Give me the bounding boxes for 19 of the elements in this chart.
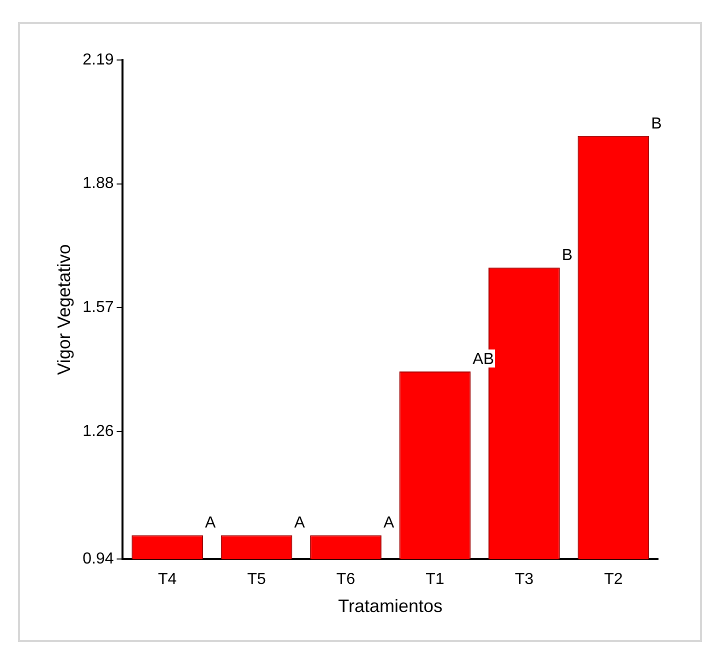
annotation: A bbox=[383, 514, 394, 532]
annotation: A bbox=[294, 514, 306, 532]
annotation: B bbox=[562, 247, 573, 264]
annotation: B bbox=[651, 115, 662, 132]
x-tick-label: T1 bbox=[426, 571, 444, 588]
y-tick-label: 0.94 bbox=[82, 550, 114, 568]
annotation: AB bbox=[472, 350, 494, 368]
y-tick-label: 1.26 bbox=[82, 422, 114, 440]
x-tick-label: T6 bbox=[336, 571, 356, 588]
y-tick-label: 1.57 bbox=[82, 299, 114, 316]
x-tick-label: T2 bbox=[604, 571, 623, 588]
annotation: A bbox=[205, 514, 216, 532]
x-axis-title: Tratamientos bbox=[338, 596, 443, 616]
x-tick-label: T5 bbox=[247, 571, 266, 588]
y-tick-label: 2.19 bbox=[82, 51, 114, 68]
y-tick-label: 1.88 bbox=[82, 175, 114, 192]
x-tick-label: T3 bbox=[514, 571, 534, 588]
x-tick-label: T4 bbox=[158, 571, 177, 588]
y-axis-title: Vigor Vegetativo bbox=[54, 244, 74, 375]
